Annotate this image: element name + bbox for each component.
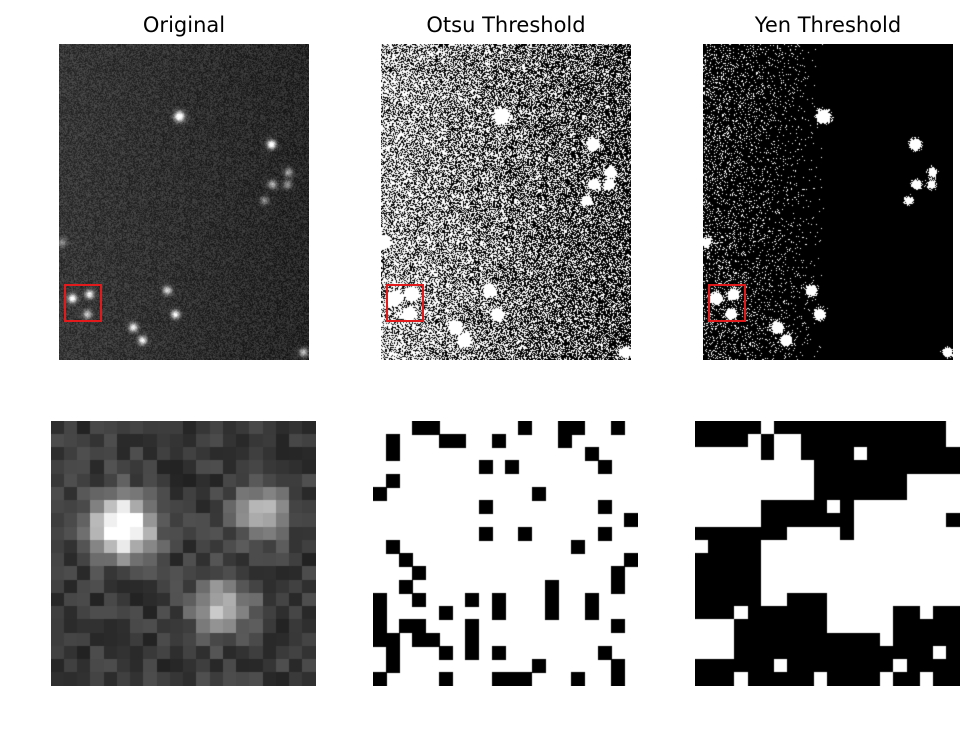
roi-box-yen: [708, 284, 746, 322]
original-zoom-image: [51, 421, 316, 686]
otsu-zoom-image: [373, 421, 638, 686]
title-original: Original: [59, 13, 309, 37]
title-yen-threshold: Yen Threshold: [703, 13, 953, 37]
yen-zoom-image: [695, 421, 960, 686]
title-otsu-threshold: Otsu Threshold: [381, 13, 631, 37]
roi-box-original: [64, 284, 102, 322]
roi-box-otsu: [386, 284, 424, 322]
